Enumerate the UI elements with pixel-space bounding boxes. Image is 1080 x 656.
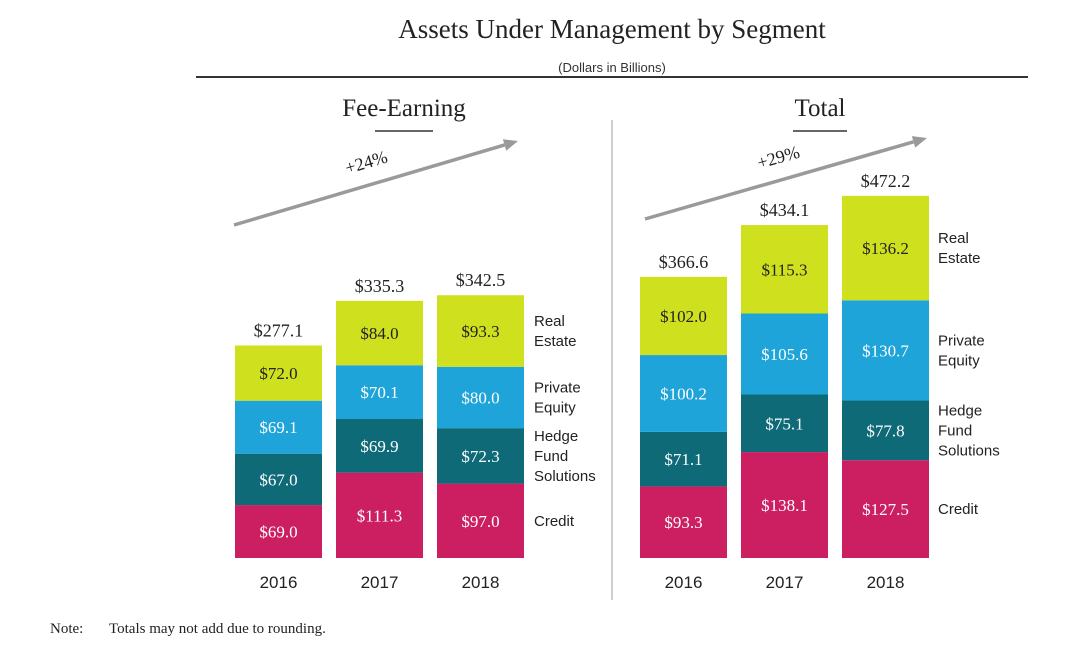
chart-subtitle: (Dollars in Billions) bbox=[558, 60, 666, 75]
total-label-2018-private-equity: $130.7 bbox=[862, 341, 909, 360]
total-segment-label-hedge-fund-solutions: Solutions bbox=[938, 442, 1000, 459]
total-panel-title: Total bbox=[794, 95, 845, 122]
fee-earning-label-2018-private-equity: $80.0 bbox=[461, 388, 499, 407]
fee-earning-bar-2016-private-equity bbox=[235, 400, 322, 454]
fee-earning-growth-arrow-line bbox=[233, 143, 506, 227]
total-bar-2016-hedge-fund-solutions bbox=[640, 431, 727, 487]
fee-earning-segment-label-private-equity: Equity bbox=[534, 399, 576, 416]
total-label-2016-hedge-fund-solutions: $71.1 bbox=[664, 450, 702, 469]
fee-earning-segment-label-hedge-fund-solutions: Solutions bbox=[534, 468, 596, 485]
fee-earning-bar-2017-private-equity bbox=[336, 365, 423, 420]
total-segment-label-real-estate: Estate bbox=[938, 250, 981, 267]
fee-earning-total-2018: $342.5 bbox=[456, 270, 506, 290]
total-total-2018: $472.2 bbox=[861, 171, 911, 191]
total-label-2017-private-equity: $105.6 bbox=[761, 345, 808, 364]
total-segment-label-hedge-fund-solutions: Hedge bbox=[938, 402, 982, 419]
total-bar-2017-hedge-fund-solutions bbox=[741, 394, 828, 453]
fee-earning-year-2018: 2018 bbox=[462, 573, 500, 592]
fee-earning-label-2017-hedge-fund-solutions: $69.9 bbox=[360, 437, 398, 456]
footnote-label: Note: bbox=[50, 621, 84, 637]
total-bar-2016-private-equity bbox=[640, 355, 727, 432]
total-segment-label-private-equity: Private bbox=[938, 332, 985, 349]
total-label-2018-credit: $127.5 bbox=[862, 500, 909, 519]
total-year-2018: 2018 bbox=[867, 573, 905, 592]
fee-earning-label-2016-hedge-fund-solutions: $67.0 bbox=[259, 470, 297, 489]
footnote: Note: Totals may not add due to rounding. bbox=[50, 621, 326, 638]
fee-earning-label-2018-hedge-fund-solutions: $72.3 bbox=[461, 447, 499, 466]
fee-earning-label-2017-private-equity: $70.1 bbox=[360, 383, 398, 402]
fee-earning-year-2017: 2017 bbox=[361, 573, 399, 592]
total-total-2017: $434.1 bbox=[760, 200, 810, 220]
fee-earning-label-2016-real-estate: $72.0 bbox=[259, 364, 297, 383]
fee-earning-panel-title: Fee-Earning bbox=[342, 95, 466, 122]
fee-earning-bar-2018-credit bbox=[437, 483, 524, 558]
fee-earning-segment-label-private-equity: Private bbox=[534, 379, 581, 396]
fee-earning-total-2017: $335.3 bbox=[355, 276, 405, 296]
total-year-2017: 2017 bbox=[766, 573, 804, 592]
fee-earning-segment-label-credit: Credit bbox=[534, 513, 575, 530]
fee-earning-label-2018-real-estate: $93.3 bbox=[461, 322, 499, 341]
fee-earning-growth-arrow-head bbox=[502, 139, 518, 151]
total-label-2018-hedge-fund-solutions: $77.8 bbox=[866, 421, 904, 440]
total-total-2016: $366.6 bbox=[659, 252, 709, 272]
total-segment-label-real-estate: Real bbox=[938, 230, 969, 247]
total-bar-2016-real-estate bbox=[640, 276, 727, 356]
total-segment-label-private-equity: Equity bbox=[938, 352, 980, 369]
total-bar-2018-real-estate bbox=[842, 195, 929, 301]
total-label-2017-credit: $138.1 bbox=[761, 496, 808, 515]
fee-earning-segment-label-real-estate: Real bbox=[534, 313, 565, 330]
total-bar-2016-credit bbox=[640, 486, 727, 558]
fee-earning-label-2017-credit: $111.3 bbox=[357, 506, 403, 525]
fee-earning-bar-2017-credit bbox=[336, 472, 423, 558]
total-segment-label-credit: Credit bbox=[938, 501, 979, 518]
fee-earning-growth-label: +24% bbox=[343, 147, 390, 178]
fee-earning-bar-2017-hedge-fund-solutions bbox=[336, 419, 423, 473]
total-segment-label-hedge-fund-solutions: Fund bbox=[938, 422, 972, 439]
fee-earning-label-2016-private-equity: $69.1 bbox=[259, 418, 297, 437]
fee-earning-segment-label-hedge-fund-solutions: Fund bbox=[534, 448, 568, 465]
total-label-2018-real-estate: $136.2 bbox=[862, 239, 909, 258]
fee-earning-segment-label-hedge-fund-solutions: Hedge bbox=[534, 428, 578, 445]
fee-earning-segment-label-real-estate: Estate bbox=[534, 333, 577, 350]
total-label-2016-real-estate: $102.0 bbox=[660, 307, 707, 326]
fee-earning-bar-2018-private-equity bbox=[437, 366, 524, 429]
footnote-text: Totals may not add due to rounding. bbox=[109, 621, 326, 637]
total-growth-label: +29% bbox=[755, 142, 802, 173]
total-bar-2017-private-equity bbox=[741, 313, 828, 395]
total-growth-arrow-head bbox=[911, 136, 927, 148]
total-bar-2018-private-equity bbox=[842, 300, 929, 401]
fee-earning-bar-2016-credit bbox=[235, 505, 322, 558]
chart-title: Assets Under Management by Segment bbox=[398, 14, 826, 44]
fee-earning-bar-2018-real-estate bbox=[437, 295, 524, 367]
total-year-2016: 2016 bbox=[665, 573, 703, 592]
panel-divider bbox=[611, 120, 613, 600]
fee-earning-total-2016: $277.1 bbox=[254, 320, 304, 340]
fee-earning-bar-2017-real-estate bbox=[336, 300, 423, 366]
total-label-2016-credit: $93.3 bbox=[664, 513, 702, 532]
total-bar-2018-credit bbox=[842, 460, 929, 558]
total-growth-arrow-line bbox=[644, 140, 915, 221]
total-label-2017-hedge-fund-solutions: $75.1 bbox=[765, 414, 803, 433]
fee-earning-year-2016: 2016 bbox=[260, 573, 298, 592]
fee-earning-label-2016-credit: $69.0 bbox=[259, 523, 297, 542]
header-rule bbox=[196, 76, 1028, 78]
total-bar-2018-hedge-fund-solutions bbox=[842, 400, 929, 461]
fee-earning-bar-2018-hedge-fund-solutions bbox=[437, 428, 524, 484]
total-bar-2017-credit bbox=[741, 452, 828, 558]
fee-earning-label-2017-real-estate: $84.0 bbox=[360, 324, 398, 343]
fee-earning-bar-2016-real-estate bbox=[235, 345, 322, 401]
total-label-2017-real-estate: $115.3 bbox=[761, 260, 807, 279]
total-label-2016-private-equity: $100.2 bbox=[660, 384, 707, 403]
fee-earning-label-2018-credit: $97.0 bbox=[461, 512, 499, 531]
total-bar-2017-real-estate bbox=[741, 225, 828, 314]
fee-earning-bar-2016-hedge-fund-solutions bbox=[235, 453, 322, 506]
